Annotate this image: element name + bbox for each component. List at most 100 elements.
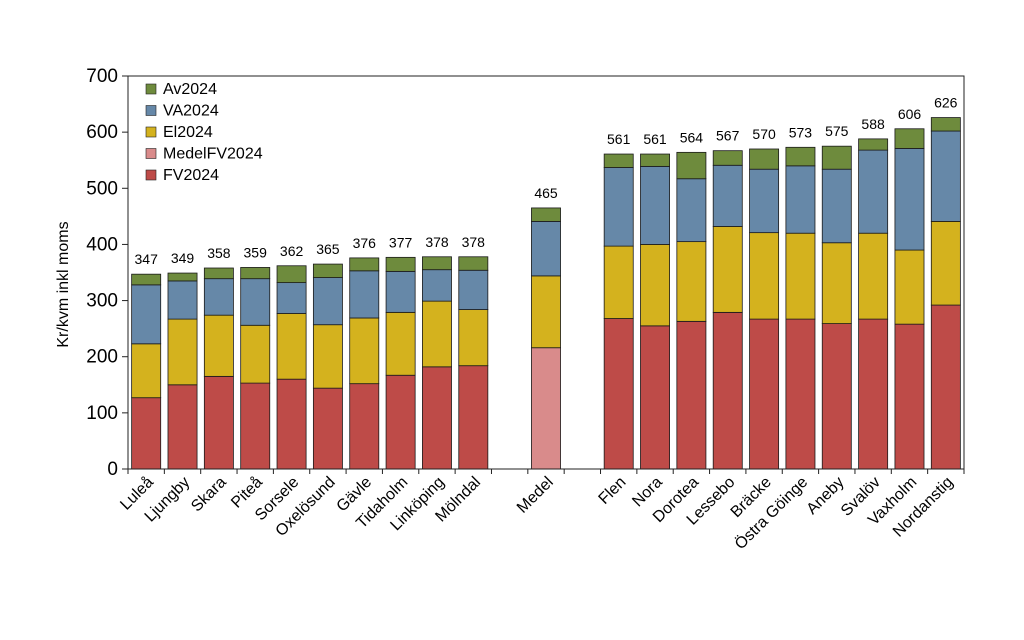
total-value-label: 567 bbox=[716, 128, 740, 144]
legend-swatch-fv2024 bbox=[145, 169, 157, 181]
bar-segment-va2024 bbox=[203, 278, 234, 316]
bar-segment-av2024 bbox=[821, 145, 852, 170]
bar-segment-fv2024 bbox=[276, 378, 307, 470]
bar-segment-fv2024 bbox=[422, 366, 452, 470]
bar-segment-av2024 bbox=[712, 150, 743, 166]
bar-segment-av2024 bbox=[531, 207, 561, 222]
bar-segment-av2024 bbox=[785, 146, 816, 167]
y-tick-label: 400 bbox=[86, 234, 118, 255]
total-value-label: 561 bbox=[607, 131, 631, 147]
bar-segment-va2024 bbox=[640, 165, 670, 245]
bar-segment-av2024 bbox=[385, 256, 416, 272]
bar-segment-el2024 bbox=[203, 314, 234, 377]
bar-segment-el2024 bbox=[676, 241, 707, 322]
bar-segment-el2024 bbox=[785, 232, 816, 320]
bar-segment-el2024 bbox=[167, 318, 198, 386]
bar-segment-el2024 bbox=[894, 249, 925, 325]
legend-swatch-va2024 bbox=[145, 105, 157, 116]
total-value-label: 378 bbox=[425, 234, 449, 250]
bar-segment-el2024 bbox=[422, 300, 452, 368]
bar-segment-av2024 bbox=[894, 128, 925, 149]
bar-segment-fv2024 bbox=[312, 387, 343, 470]
y-tick-label: 100 bbox=[86, 403, 118, 424]
bar-segment-av2024 bbox=[349, 257, 380, 272]
bar-segment-el2024 bbox=[312, 324, 343, 389]
total-value-label: 349 bbox=[171, 250, 195, 266]
legend: Av2024 VA2024 El2024 MedelFV2024 FV2024 bbox=[145, 81, 263, 184]
bar-segment-fv2024 bbox=[603, 318, 634, 470]
total-value-label: 376 bbox=[353, 235, 377, 251]
y-tick-label: 300 bbox=[86, 291, 118, 312]
bar-segment-va2024 bbox=[821, 168, 852, 244]
bar-segment-av2024 bbox=[749, 148, 780, 170]
bar-segment-va2024 bbox=[276, 282, 307, 314]
bar-segment-el2024 bbox=[603, 245, 634, 319]
bar-segment-fv2024 bbox=[749, 318, 780, 470]
bar-segment-el2024 bbox=[821, 242, 852, 324]
bar-segment-va2024 bbox=[385, 270, 416, 313]
legend-label: El2024 bbox=[163, 124, 213, 141]
bar-segment-av2024 bbox=[640, 153, 670, 167]
legend-swatch-el2024 bbox=[145, 126, 157, 138]
total-value-label: 347 bbox=[135, 251, 159, 267]
total-value-label: 377 bbox=[389, 234, 413, 250]
legend-label: MedelFV2024 bbox=[163, 146, 263, 163]
bar-segment-fv2024 bbox=[821, 323, 852, 470]
legend-label: VA2024 bbox=[163, 103, 219, 120]
y-tick-label: 500 bbox=[86, 178, 118, 199]
bar-segment-fv2024 bbox=[785, 318, 816, 470]
axes-layer: 0 100 200 300 400 500 600 700 Kr/kvm inkl moms bbox=[55, 66, 965, 480]
bar-segment-fv2024 bbox=[203, 375, 234, 470]
bar-segment-el2024 bbox=[276, 313, 307, 380]
category-label: Medel bbox=[514, 474, 557, 517]
bar-segment-el2024 bbox=[640, 244, 670, 327]
bars-layer bbox=[131, 117, 961, 470]
total-value-label: 561 bbox=[643, 131, 667, 147]
total-value-label: 358 bbox=[207, 245, 231, 261]
bar-segment-av2024 bbox=[312, 263, 343, 278]
bar-segment-fv2024 bbox=[930, 304, 961, 470]
y-tick-label: 0 bbox=[107, 459, 118, 480]
bar-segment-va2024 bbox=[312, 277, 343, 326]
bar-segment-va2024 bbox=[712, 164, 743, 227]
bar-segment-fv2024 bbox=[894, 323, 925, 470]
y-tick-label: 700 bbox=[86, 66, 118, 87]
bar-segment-va2024 bbox=[603, 167, 634, 247]
bar-segment-fv2024 bbox=[167, 384, 198, 470]
y-axis-title: Kr/kvm inkl moms bbox=[55, 221, 72, 347]
bar-segment-el2024 bbox=[458, 309, 489, 367]
total-value-label: 570 bbox=[752, 126, 776, 142]
bar-segment-av2024 bbox=[276, 265, 307, 284]
bar-segment-el2024 bbox=[858, 232, 889, 320]
bar-segment-va2024 bbox=[930, 130, 961, 222]
bar-segment-va2024 bbox=[422, 269, 452, 302]
bar-segment-av2024 bbox=[167, 272, 198, 282]
bar-segment-el2024 bbox=[385, 311, 416, 376]
category-label: Flen bbox=[595, 474, 629, 508]
bar-segment-el2024 bbox=[240, 324, 271, 384]
bar-segment-va2024 bbox=[458, 269, 489, 310]
category-label: Skara bbox=[188, 474, 230, 516]
total-value-label: 588 bbox=[861, 116, 885, 132]
bar-segment-av2024 bbox=[131, 273, 162, 286]
bar-segment-medelfv2024 bbox=[531, 347, 561, 470]
bar-segment-el2024 bbox=[131, 343, 162, 399]
bar-segment-el2024 bbox=[531, 275, 561, 349]
bar-segment-fv2024 bbox=[131, 397, 162, 470]
bar-segment-fv2024 bbox=[676, 320, 707, 470]
legend-swatch-av2024 bbox=[145, 83, 157, 95]
total-value-label: 575 bbox=[825, 123, 849, 139]
legend-swatch-medelfv2024 bbox=[145, 148, 157, 159]
total-value-label: 378 bbox=[462, 234, 486, 250]
bar-segment-av2024 bbox=[240, 267, 271, 280]
bar-segment-va2024 bbox=[240, 278, 271, 326]
bar-segment-av2024 bbox=[422, 256, 452, 271]
y-tick-label: 600 bbox=[86, 122, 118, 143]
total-value-label: 365 bbox=[316, 241, 340, 257]
bar-segment-av2024 bbox=[858, 138, 889, 151]
bar-segment-va2024 bbox=[676, 178, 707, 243]
total-value-label: 606 bbox=[898, 106, 922, 122]
bar-segment-fv2024 bbox=[349, 383, 380, 470]
